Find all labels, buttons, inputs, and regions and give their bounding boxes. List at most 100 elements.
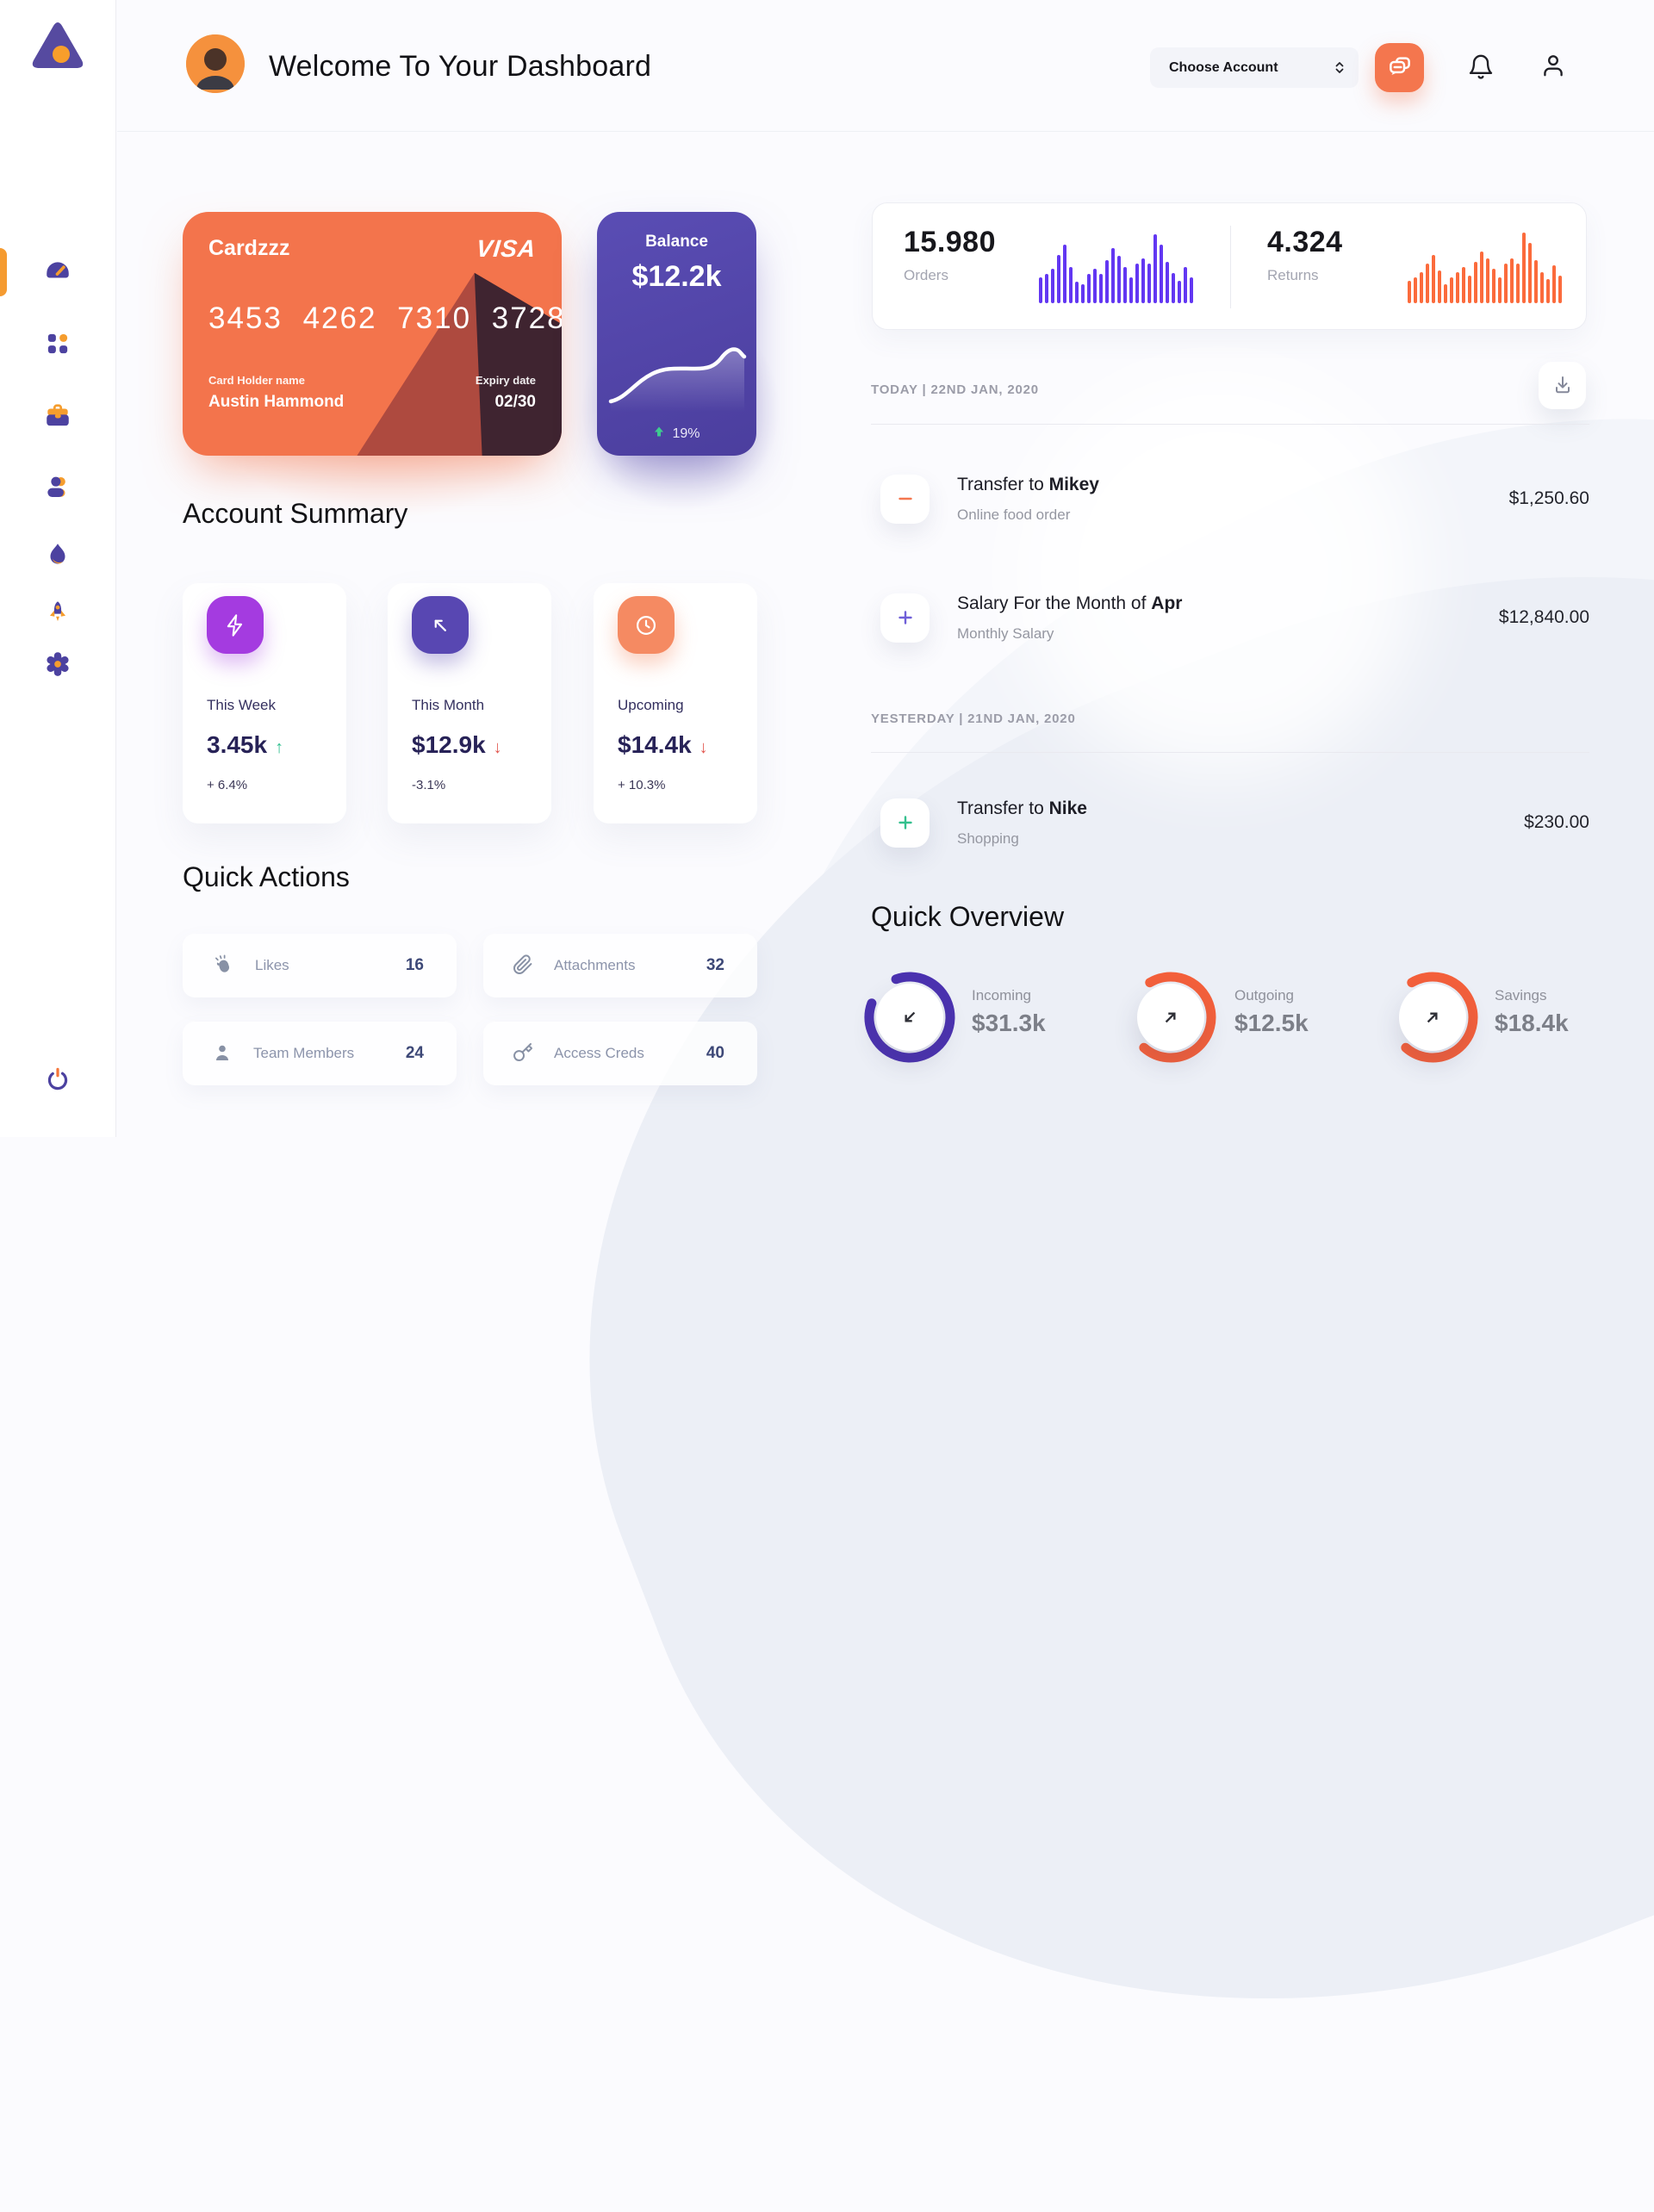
quick-action-team-members[interactable]: Team Members 24 <box>183 1022 457 1085</box>
sidebar-item-apps[interactable] <box>43 330 72 359</box>
logout-power-button[interactable] <box>43 1066 72 1095</box>
card-holder-label: Card Holder name <box>208 374 305 387</box>
sidebar-item-dashboard[interactable] <box>43 258 72 287</box>
overview-value: $18.4k <box>1495 1010 1569 1036</box>
card-name: Cardzzz <box>208 236 290 260</box>
summary-value: $12.9k ↓ <box>412 731 502 758</box>
header-divider <box>117 131 1654 132</box>
transaction-title: Salary For the Month of Apr <box>957 593 1183 613</box>
credit-card: Cardzzz VISA 3453 4262 7310 3728 Card Ho… <box>183 212 562 456</box>
card-number: 3453 4262 7310 3728 <box>208 301 562 335</box>
summary-change: + 10.3% <box>618 778 666 792</box>
transaction-row-nike[interactable]: Transfer to Nike Shopping $230.00 <box>880 798 1589 848</box>
orders-sparkline <box>1039 231 1193 303</box>
quick-action-access-creds[interactable]: Access Creds 40 <box>483 1022 757 1085</box>
transaction-title: Transfer to Mikey <box>957 474 1099 494</box>
select-chevrons-icon <box>1331 59 1348 81</box>
transaction-title: Transfer to Nike <box>957 798 1087 818</box>
notifications-button[interactable] <box>1466 52 1495 81</box>
transaction-subtitle: Shopping <box>957 830 1019 847</box>
balance-title: Balance <box>645 233 708 251</box>
choose-account-dropdown[interactable]: Choose Account <box>1150 47 1359 88</box>
quick-action-label: Attachments <box>554 957 636 973</box>
summary-value: $14.4k ↓ <box>618 731 708 758</box>
paperclip-icon <box>513 954 533 978</box>
bolt-icon <box>207 596 264 654</box>
transaction-subtitle: Monthly Salary <box>957 624 1054 642</box>
chat-bubbles-icon <box>1387 53 1413 82</box>
quick-action-attachments[interactable]: Attachments 32 <box>483 934 757 997</box>
donut-incoming <box>860 967 960 1067</box>
speedometer-icon <box>43 257 72 289</box>
choose-account-label: Choose Account <box>1169 59 1278 75</box>
account-summary-title: Account Summary <box>183 498 408 529</box>
summary-label: This Week <box>207 697 276 713</box>
transaction-amount: $1,250.60 <box>1508 488 1589 508</box>
sidebar-item-settings[interactable] <box>43 650 72 680</box>
sidebar-item-team[interactable] <box>43 473 72 502</box>
summary-card-this-month: This Month $12.9k ↓ -3.1% <box>388 583 551 823</box>
balance-change-pct: 19% <box>672 426 700 441</box>
overview-label: Savings <box>1495 987 1547 1003</box>
stats-divider <box>1230 226 1231 308</box>
quick-action-count: 24 <box>405 1044 424 1062</box>
messages-button[interactable] <box>1375 43 1424 92</box>
quick-action-count: 16 <box>405 956 424 974</box>
sidebar-item-work[interactable] <box>43 402 72 432</box>
person-icon <box>212 1042 233 1066</box>
arrow-up-right-icon <box>1137 984 1204 1051</box>
transactions-divider <box>871 424 1589 425</box>
quick-action-label: Access Creds <box>554 1045 644 1061</box>
bell-icon <box>1467 52 1495 82</box>
donut-savings <box>1383 967 1483 1067</box>
donut-outgoing <box>1121 967 1221 1067</box>
transactions-date-yesterday: YESTERDAY | 21ND JAN, 2020 <box>871 711 1076 726</box>
download-statement-button[interactable] <box>1539 362 1586 409</box>
flame-icon <box>43 541 72 573</box>
plus-icon <box>880 593 930 643</box>
sidebar-item-activity[interactable] <box>43 542 72 571</box>
quick-action-label: Team Members <box>253 1045 355 1061</box>
overview-value: $31.3k <box>972 1010 1046 1036</box>
user-icon <box>43 472 72 504</box>
trend-arrow: ↓ <box>699 738 708 757</box>
returns-value: 4.324 <box>1267 226 1343 258</box>
background-soft-circle <box>1017 370 1421 775</box>
visa-logo: VISA <box>475 235 538 262</box>
transaction-subtitle: Online food order <box>957 506 1071 523</box>
clap-icon <box>212 954 234 979</box>
quick-action-label: Likes <box>255 957 289 973</box>
summary-label: This Month <box>412 697 485 713</box>
rocket-icon <box>43 598 72 630</box>
balance-line-chart <box>604 332 749 416</box>
transaction-amount: $230.00 <box>1524 812 1589 832</box>
profile-button[interactable] <box>1539 52 1568 81</box>
summary-label: Upcoming <box>618 697 684 713</box>
briefcase-icon <box>43 401 72 433</box>
page-title: Welcome To Your Dashboard <box>269 50 652 83</box>
quick-action-likes[interactable]: Likes 16 <box>183 934 457 997</box>
sidebar-active-indicator <box>0 248 7 296</box>
returns-sparkline <box>1408 231 1562 303</box>
transactions-date-today: TODAY | 22ND JAN, 2020 <box>871 382 1039 397</box>
returns-label: Returns <box>1267 267 1319 283</box>
download-icon <box>1553 375 1572 396</box>
balance-card: Balance $12.2k 19% <box>597 212 756 456</box>
overview-value: $12.5k <box>1234 1010 1309 1036</box>
quick-action-count: 40 <box>706 1044 724 1062</box>
sidebar-item-launch[interactable] <box>43 599 72 628</box>
grid-icon <box>43 329 72 361</box>
user-avatar[interactable] <box>186 34 245 93</box>
quick-overview-title: Quick Overview <box>871 901 1065 932</box>
key-icon <box>513 1042 533 1066</box>
quick-action-count: 32 <box>706 956 724 974</box>
transaction-row-salary[interactable]: Salary For the Month of Apr Monthly Sala… <box>880 593 1589 643</box>
balance-value: $12.2k <box>631 260 722 293</box>
transaction-amount: $12,840.00 <box>1498 607 1589 627</box>
trend-arrow: ↓ <box>493 738 502 757</box>
summary-card-upcoming: Upcoming $14.4k ↓ + 10.3% <box>594 583 757 823</box>
overview-label: Incoming <box>972 987 1031 1003</box>
orders-returns-card: 15.980 Orders 4.324 Returns <box>872 202 1587 330</box>
transaction-row-mikey[interactable]: Transfer to Mikey Online food order $1,2… <box>880 474 1589 524</box>
person-outline-icon <box>1539 52 1567 82</box>
